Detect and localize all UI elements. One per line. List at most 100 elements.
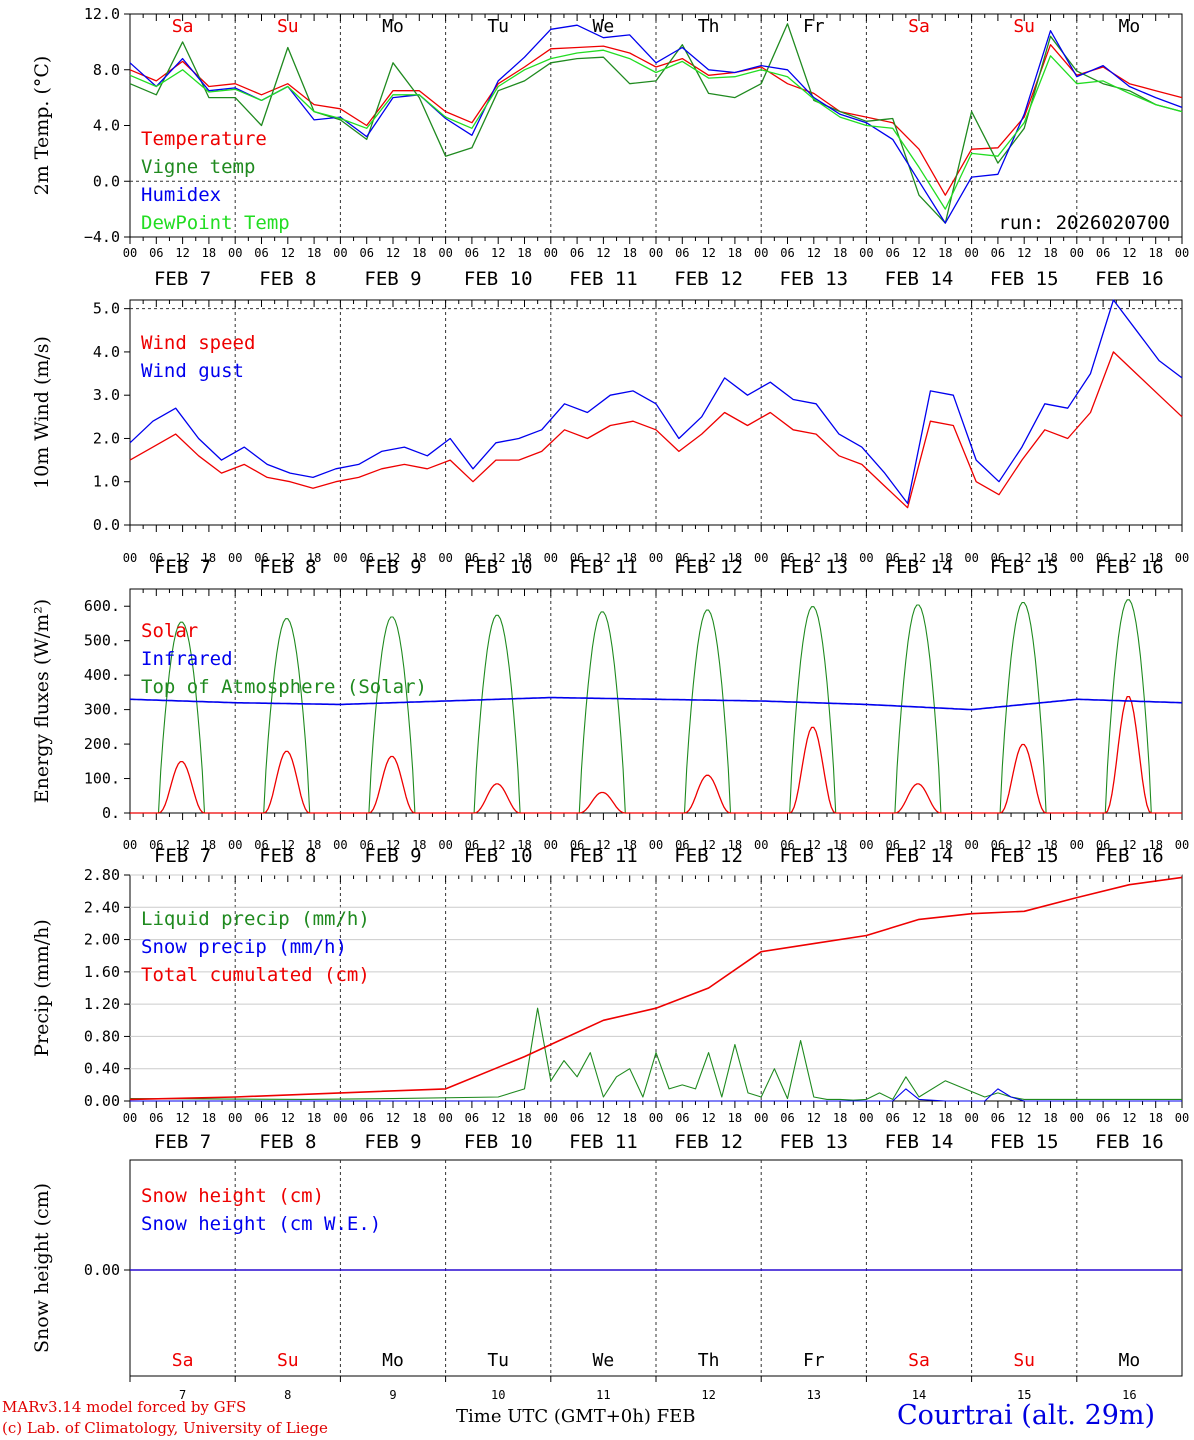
hour-label: 12 [701,551,715,565]
hour-label: 06 [570,246,584,260]
hour-label: 00 [754,551,768,565]
hour-label: 12 [491,551,505,565]
series-line-temperature [129,44,1183,196]
y-tick-label: 12.0 [84,5,120,23]
series-line-vigne-temp [129,23,1183,224]
hour-label: 00 [1070,838,1084,852]
date-label: FEB 14 [885,556,954,578]
hour-label: 18 [202,246,216,260]
hour-label: 00 [333,1111,347,1125]
y-tick-label: 3.0 [93,386,120,404]
hour-label: 12 [175,551,189,565]
day-number-label: 9 [389,1388,396,1402]
day-name: Su [1013,16,1035,37]
y-tick-label: 2.40 [84,898,120,916]
hour-label: 18 [728,1111,742,1125]
hour-label: 18 [1043,551,1057,565]
hour-label: 18 [202,1111,216,1125]
hour-label: 06 [254,246,268,260]
y-tick-label: 0.0 [93,516,120,534]
date-label: FEB 9 [364,1131,421,1153]
hour-label: 18 [412,838,426,852]
date-label: FEB 15 [990,1131,1059,1153]
legend-entry: DewPoint Temp [141,212,290,234]
hour-label: 18 [307,246,321,260]
hour-label: 18 [412,551,426,565]
y-axis-title: 2m Temp. (°C) [31,56,53,196]
hour-label: 12 [807,1111,821,1125]
hour-label: 06 [359,1111,373,1125]
hour-label: 12 [596,246,610,260]
hour-label: 06 [149,1111,163,1125]
day-name: Sa [172,1350,194,1371]
hour-label: 18 [1148,551,1162,565]
date-label: FEB 13 [779,1131,848,1153]
hour-label: 06 [570,838,584,852]
hour-label: 18 [517,246,531,260]
hour-label: 06 [359,246,373,260]
day-name: Fr [803,1350,825,1371]
y-tick-label: 100. [84,770,120,788]
hour-label: 06 [780,551,794,565]
hour-label: 18 [728,551,742,565]
hour-label: 06 [149,551,163,565]
date-label: FEB 11 [569,556,638,578]
hour-label: 00 [1175,551,1189,565]
hour-label: 18 [622,551,636,565]
hour-label: 06 [1096,838,1110,852]
copyright-credit: (c) Lab. of Climatology, University of L… [2,1419,328,1437]
hour-label: 06 [465,551,479,565]
series-line-total-cumulated [129,876,1183,1101]
hour-label: 00 [333,551,347,565]
legend-entry: Snow height (cm W.E.) [141,1213,381,1235]
date-label: FEB 16 [1095,556,1164,578]
hour-label: 18 [307,1111,321,1125]
hour-label: 00 [754,838,768,852]
y-tick-label: 1.20 [84,995,120,1013]
hour-label: 12 [491,246,505,260]
time-axis-label: Time UTC (GMT+0h) FEB [456,1406,695,1427]
day-number-label: 15 [1017,1388,1031,1402]
hour-label: 18 [622,1111,636,1125]
hour-label: 12 [1122,838,1136,852]
hour-label: 00 [123,551,137,565]
day-number-label: 13 [807,1388,821,1402]
y-tick-label: 600. [84,597,120,615]
day-name: Su [277,16,299,37]
hour-label: 12 [175,246,189,260]
date-label: FEB 9 [364,556,421,578]
hour-label: 12 [386,551,400,565]
day-name: We [593,1350,615,1371]
day-number-label: 14 [912,1388,926,1402]
day-name: We [593,16,615,37]
hour-label: 18 [1148,246,1162,260]
hour-label: 12 [807,838,821,852]
day-name: Mo [382,16,404,37]
y-tick-label: 4.0 [93,117,120,135]
hour-label: 00 [1070,246,1084,260]
day-number-label: 7 [179,1388,186,1402]
day-name: Th [698,16,720,37]
hour-label: 00 [964,246,978,260]
hour-label: 00 [228,551,242,565]
hour-label: 12 [912,1111,926,1125]
hour-label: 06 [254,838,268,852]
date-label: FEB 7 [154,845,211,867]
hour-label: 18 [1148,838,1162,852]
hour-label: 00 [754,1111,768,1125]
date-label: FEB 12 [674,845,743,867]
day-number-label: 11 [596,1388,610,1402]
hour-label: 18 [412,1111,426,1125]
hour-label: 06 [465,1111,479,1125]
hour-label: 18 [1043,838,1057,852]
hour-label: 12 [1122,551,1136,565]
hour-label: 00 [438,551,452,565]
day-name: Tu [487,1350,509,1371]
y-axis-title: 10m Wind (m/s) [31,336,53,489]
hour-label: 12 [386,1111,400,1125]
station-name: Courtrai (alt. 29m) [897,1400,1156,1431]
y-tick-label: 200. [84,735,120,753]
hour-label: 12 [281,246,295,260]
hour-label: 12 [596,1111,610,1125]
day-name: Su [277,1350,299,1371]
